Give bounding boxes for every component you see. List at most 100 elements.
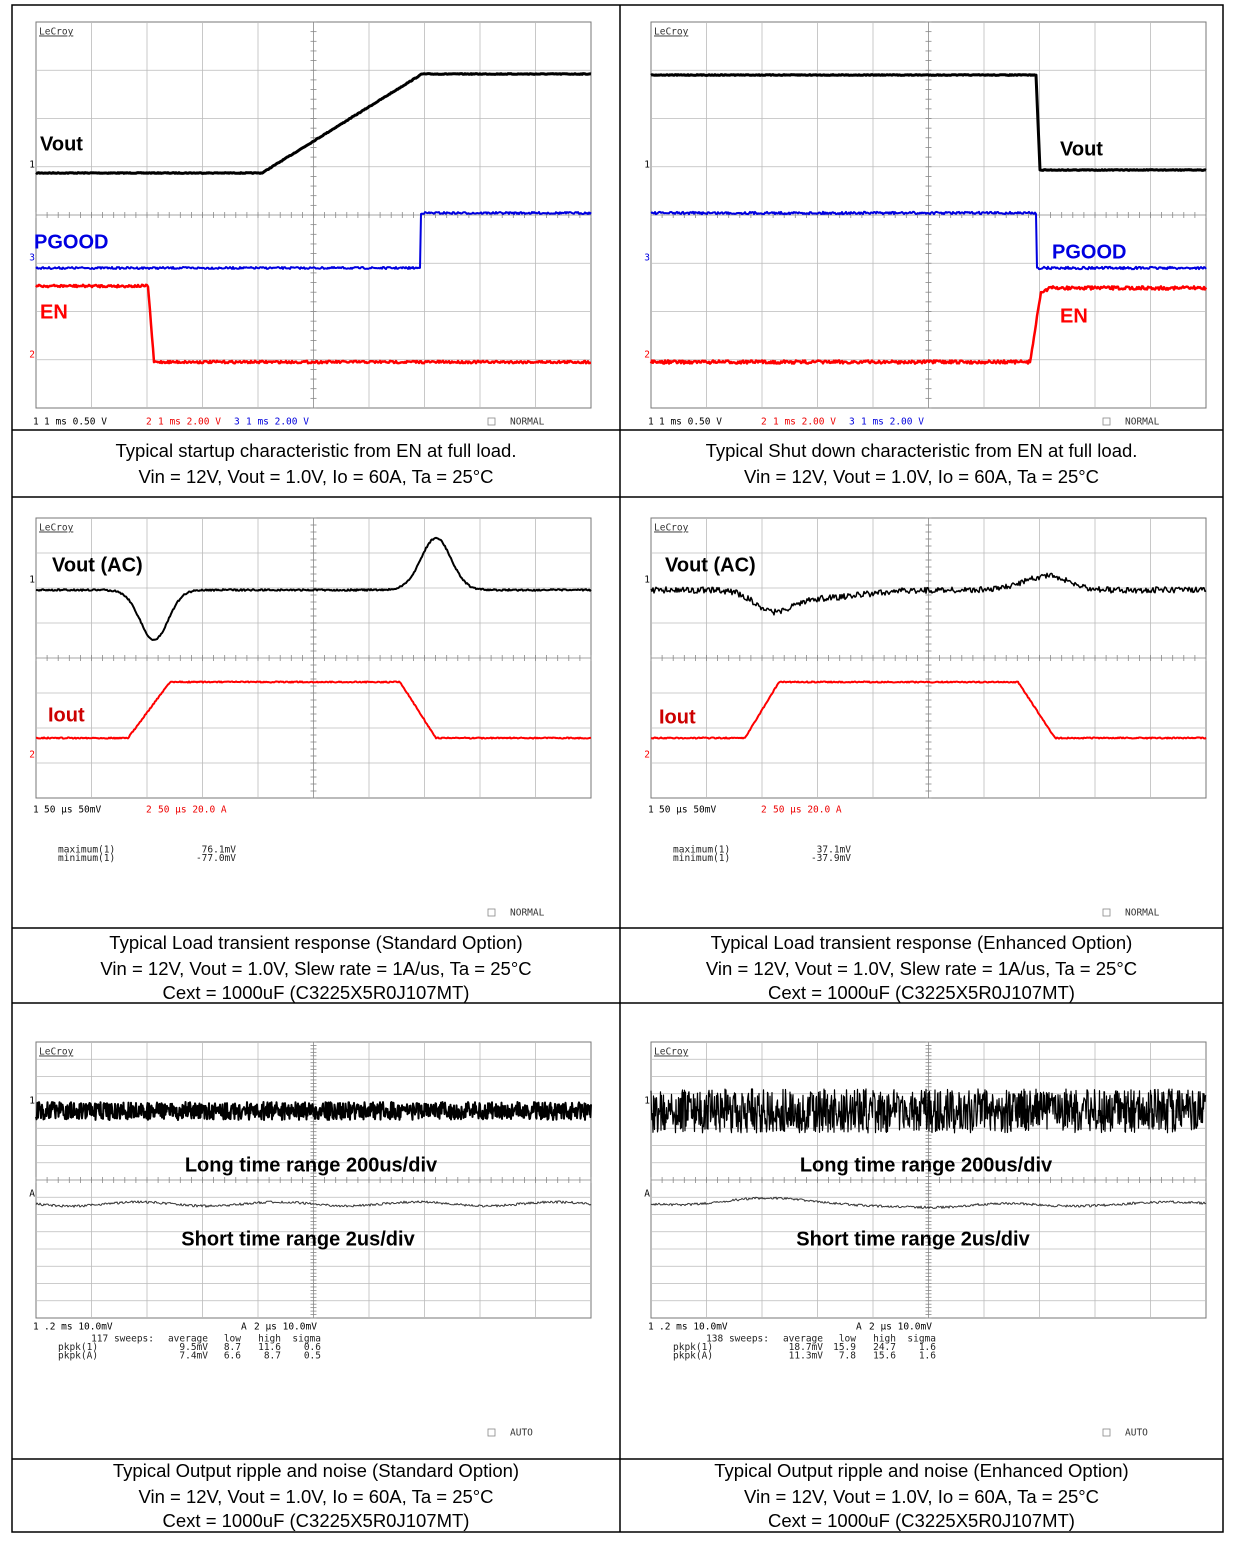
caption-line: Typical Output ripple and noise (Standar…: [113, 1460, 519, 1481]
mode-box: [488, 1429, 495, 1436]
scope-status: 3: [849, 417, 855, 428]
scope-logo: LeCroy: [654, 523, 689, 534]
measurement: 0.5: [304, 1351, 321, 1362]
channel-marker: 3: [644, 253, 650, 264]
channel-marker: 3: [29, 253, 35, 264]
scope-logo: LeCroy: [39, 523, 74, 534]
caption-line: Cext = 1000uF (C3225X5R0J107MT): [163, 982, 470, 1003]
channel-marker: 1: [29, 160, 35, 171]
mode-box: [1103, 909, 1110, 916]
caption-line: Vin = 12V, Vout = 1.0V, Io = 60A, Ta = 2…: [138, 1486, 493, 1507]
scope-status: 2 µs 10.0mV: [869, 1322, 932, 1333]
scope-status: 1: [33, 417, 39, 428]
measurement: minimum(1): [673, 853, 730, 864]
scope-status: 50 µs 50mV: [44, 805, 101, 816]
caption-line: Vin = 12V, Vout = 1.0V, Io = 60A, Ta = 2…: [138, 466, 493, 487]
caption-line: Typical Load transient response (Standar…: [109, 932, 522, 953]
mode-box: [488, 418, 495, 425]
scope-status: 2: [146, 805, 152, 816]
scope-status: 2: [761, 417, 767, 428]
scope-status: 1: [33, 805, 39, 816]
channel-marker: 2: [644, 750, 650, 761]
scope-status: 1: [648, 805, 654, 816]
channel-marker: 2: [29, 350, 35, 361]
scope-mode: AUTO: [1125, 1428, 1148, 1439]
scope-mode: NORMAL: [510, 417, 545, 428]
caption-line: Typical startup characteristic from EN a…: [116, 440, 517, 461]
scope-status: 1: [33, 1322, 39, 1333]
page: {"panels":[ {"logo":"LeCroy","labels":["…: [0, 0, 1235, 1537]
measurement: 8.7: [264, 1351, 281, 1362]
scope-status: 2: [146, 417, 152, 428]
caption-line: Vin = 12V, Vout = 1.0V, Slew rate = 1A/u…: [706, 958, 1137, 979]
trace-label: Vout: [1060, 138, 1103, 160]
trace-label: Iout: [659, 706, 696, 728]
trace-label: Vout (AC): [665, 554, 756, 576]
table-border: [12, 5, 1223, 1532]
trace-label: Short time range 2us/div: [796, 1228, 1030, 1250]
scope-screenshot: LeCroy Long time range 200us/div Short tim…: [644, 1042, 1206, 1439]
scope-mode: AUTO: [510, 1428, 533, 1439]
measurement: 117 sweeps:: [91, 1334, 154, 1345]
scope-status: 50 µs 50mV: [659, 805, 716, 816]
measurement: -77.0mV: [196, 853, 236, 864]
caption-line: Typical Output ripple and noise (Enhance…: [714, 1460, 1128, 1481]
measurement: pkpk(A): [673, 1351, 713, 1362]
scope-logo: LeCroy: [39, 1047, 74, 1058]
scope-mode: NORMAL: [510, 908, 545, 919]
mode-box: [1103, 1429, 1110, 1436]
scope-status: 1 ms 0.50 V: [659, 417, 722, 428]
caption-line: Cext = 1000uF (C3225X5R0J107MT): [163, 1510, 470, 1531]
channel-marker: A: [644, 1189, 650, 1200]
datasheet-figure-table: LeCroy Vout PGOOD EN 1 3 2 1 1 ms 0.50 V 2 1 ms 2.…: [0, 0, 1235, 1537]
scope-status: .2 ms 10.0mV: [659, 1322, 728, 1333]
measurement: 1.6: [919, 1351, 936, 1362]
scope-status: 1: [648, 1322, 654, 1333]
measurement: 7.8: [839, 1351, 856, 1362]
scope-screenshot: LeCroyVoutPGOODEN13211 ms 0.50 V21 ms 2.…: [29, 22, 591, 428]
scope-mode: NORMAL: [1125, 908, 1160, 919]
trace-label: PGOOD: [1052, 241, 1126, 263]
scope-status: A: [241, 1322, 247, 1333]
trace-label: EN: [40, 301, 68, 323]
caption-line: Typical Load transient response (Enhance…: [711, 932, 1133, 953]
scope-status: 1 ms 2.00 V: [246, 417, 309, 428]
measurement: pkpk(A): [58, 1351, 98, 1362]
trace-label: Short time range 2us/div: [181, 1228, 415, 1250]
measurement: 138 sweeps:: [706, 1334, 769, 1345]
scope-logo: LeCroy: [654, 1047, 689, 1058]
caption-line: Cext = 1000uF (C3225X5R0J107MT): [768, 1510, 1075, 1531]
channel-marker: 1: [644, 1096, 650, 1107]
scope-logo: LeCroy: [39, 27, 74, 38]
scope-logo: LeCroy: [654, 27, 689, 38]
caption-line: Vin = 12V, Vout = 1.0V, Io = 60A, Ta = 2…: [744, 466, 1099, 487]
measurement: 6.6: [224, 1351, 241, 1362]
scope-status: 2: [761, 805, 767, 816]
channel-marker: 1: [29, 575, 35, 586]
scope-status: 1 ms 0.50 V: [44, 417, 107, 428]
scope-status: 50 µs 20.0 A: [158, 805, 227, 816]
measurement: 15.6: [873, 1351, 896, 1362]
measurement: -37.9mV: [811, 853, 851, 864]
measurement: 11.3mV: [789, 1351, 824, 1362]
channel-marker: 1: [644, 575, 650, 586]
caption-line: Vin = 12V, Vout = 1.0V, Slew rate = 1A/u…: [100, 958, 531, 979]
caption-line: Vin = 12V, Vout = 1.0V, Io = 60A, Ta = 2…: [744, 1486, 1099, 1507]
channel-marker: A: [29, 1189, 35, 1200]
trace-label: Long time range 200us/div: [185, 1154, 438, 1176]
channel-marker: 1: [644, 160, 650, 171]
trace-label: Iout: [48, 704, 85, 726]
scope-status: 1: [648, 417, 654, 428]
scope-status: 1 ms 2.00 V: [158, 417, 221, 428]
scope-status: A: [856, 1322, 862, 1333]
scope-status: 1 ms 2.00 V: [861, 417, 924, 428]
mode-box: [488, 909, 495, 916]
mode-box: [1103, 418, 1110, 425]
trace-label: EN: [1060, 305, 1088, 327]
trace-label: Vout (AC): [52, 554, 143, 576]
scope-status: 3: [234, 417, 240, 428]
trace-label: Long time range 200us/div: [800, 1154, 1053, 1176]
